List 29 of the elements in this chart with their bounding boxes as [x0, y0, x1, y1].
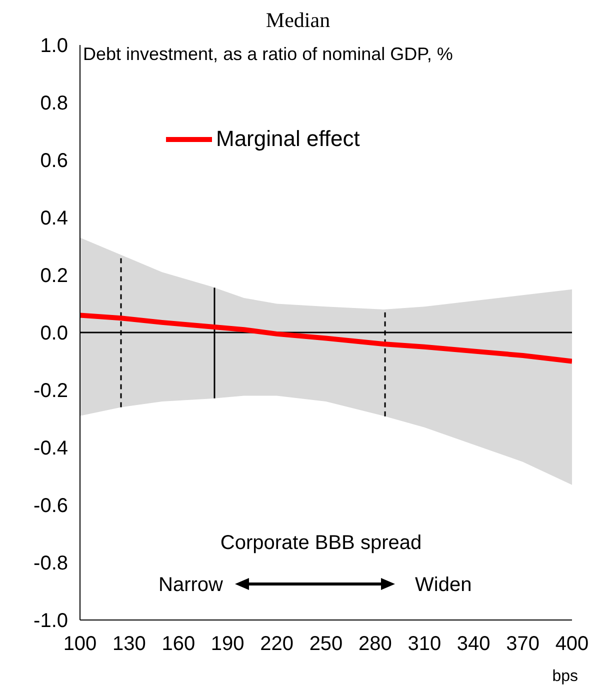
x-tick-label: 400 — [555, 633, 589, 656]
annotation: Narrow — [158, 574, 224, 596]
x-tick-label: 250 — [309, 633, 343, 656]
x-axis-title: bps — [552, 668, 578, 685]
y-tick-label: -1.0 — [34, 610, 68, 632]
x-tick-label: 310 — [408, 633, 442, 656]
annotation: Corporate BBB spread — [220, 532, 422, 554]
y-tick-label: 0.6 — [40, 150, 68, 172]
y-tick-label: -0.8 — [34, 552, 68, 575]
y-tick-label: 0.4 — [40, 208, 68, 230]
x-tick-label: 130 — [112, 633, 146, 656]
x-tick-label: 280 — [358, 633, 392, 656]
x-tick-label: 370 — [506, 633, 540, 656]
x-tick-label: 340 — [456, 633, 490, 656]
y-tick-label: 1.0 — [40, 35, 68, 58]
y-tick-label: -0.4 — [34, 438, 68, 460]
y-tick-label: -0.6 — [34, 495, 68, 518]
y-tick-label: 0.0 — [40, 322, 68, 345]
x-tick-label: 160 — [162, 633, 196, 656]
annotation: Widen — [415, 574, 472, 596]
y-tick-label: 0.8 — [40, 92, 68, 115]
y-tick-label: 0.2 — [40, 265, 68, 288]
x-tick-label: 100 — [63, 633, 97, 656]
legend-label: Marginal effect — [216, 126, 360, 152]
x-tick-label: 190 — [210, 633, 244, 656]
y-tick-label: -0.2 — [34, 380, 68, 402]
x-tick-label: 220 — [260, 633, 294, 656]
chart-title: Median — [264, 8, 332, 33]
chart-subtitle: Debt investment, as a ratio of nominal GDP, % — [83, 44, 453, 65]
